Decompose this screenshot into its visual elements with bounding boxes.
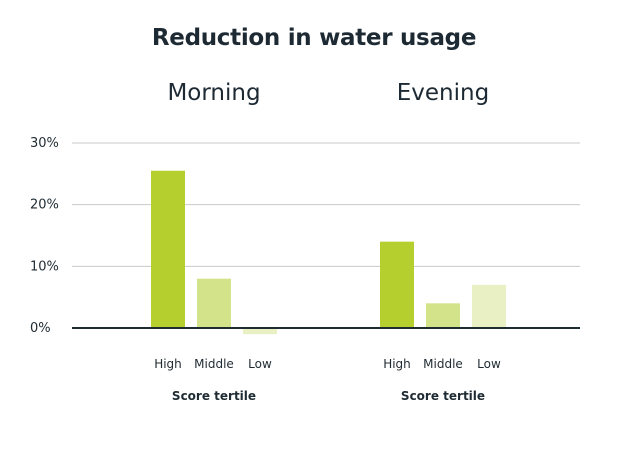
- chart-title: Reduction in water usage: [151, 25, 477, 51]
- bar-evening-high: [380, 241, 414, 328]
- x-tick-label-evening-high: High: [383, 357, 411, 371]
- panel-title-evening: Evening: [396, 80, 490, 106]
- x-tick-label-evening-middle: Middle: [423, 357, 463, 371]
- x-tick-label-morning-high: High: [154, 357, 182, 371]
- y-tick-label-10: 10%: [30, 259, 59, 274]
- y-tick-label-30: 30%: [30, 136, 59, 151]
- bar-morning-high: [151, 170, 185, 328]
- bar-morning-low: [243, 328, 277, 335]
- y-tick-label-0: 0%: [30, 321, 51, 336]
- x-axis-label-evening: Score tertile: [401, 389, 485, 403]
- x-tick-label-morning-middle: Middle: [194, 357, 234, 371]
- panel-title-morning: Morning: [167, 80, 261, 106]
- bar-evening-middle: [426, 303, 460, 328]
- x-axis-label-morning: Score tertile: [172, 389, 256, 403]
- bar-evening-low: [472, 284, 506, 328]
- bar-morning-middle: [197, 278, 231, 328]
- x-tick-label-morning-low: Low: [248, 357, 272, 371]
- y-tick-label-20: 20%: [30, 198, 59, 213]
- x-tick-label-evening-low: Low: [477, 357, 501, 371]
